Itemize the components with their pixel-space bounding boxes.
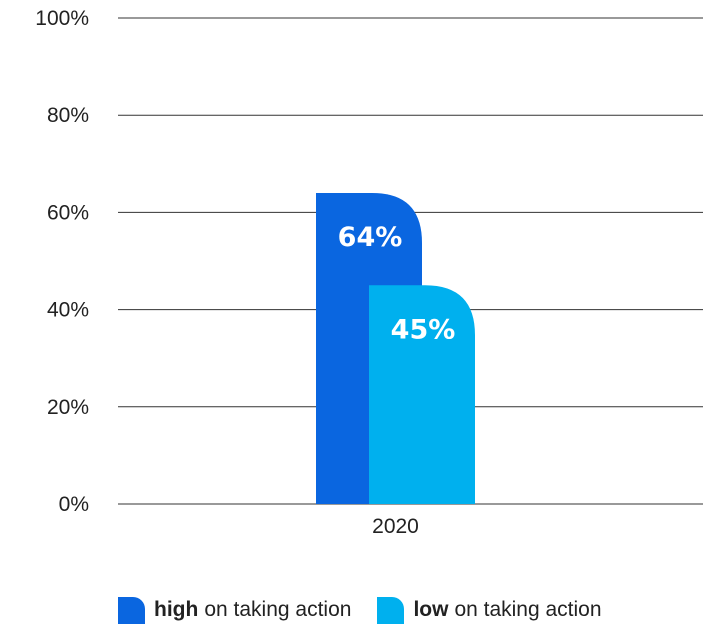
data-labels: 64% 45% [338, 222, 456, 345]
legend: high on taking action low on taking acti… [118, 595, 602, 625]
legend-text-low: on taking action [454, 598, 602, 621]
legend-strong-high: high [154, 598, 199, 621]
bar-low-2020 [369, 285, 475, 504]
y-tick-label: 100% [35, 7, 89, 30]
data-label-high: 64% [338, 222, 403, 253]
y-tick-label: 20% [47, 396, 89, 419]
legend-item-low: low on taking action [377, 596, 602, 624]
data-label-low: 45% [391, 314, 456, 345]
y-tick-label: 0% [59, 493, 89, 516]
y-tick-label: 40% [47, 299, 89, 322]
y-tick-label: 60% [47, 201, 89, 224]
legend-swatch-low [377, 596, 405, 624]
x-axis-tick-labels: 2020 [372, 515, 419, 538]
y-axis-tick-labels: 0% 20% 40% 60% 80% 100% [35, 7, 89, 516]
legend-text-high: on taking action [204, 598, 352, 621]
legend-swatch-high [118, 596, 145, 624]
y-tick-label: 80% [47, 104, 89, 127]
x-tick-label: 2020 [372, 515, 419, 538]
legend-item-high: high on taking action [118, 596, 352, 624]
legend-strong-low: low [413, 598, 449, 621]
bars [316, 192, 475, 504]
